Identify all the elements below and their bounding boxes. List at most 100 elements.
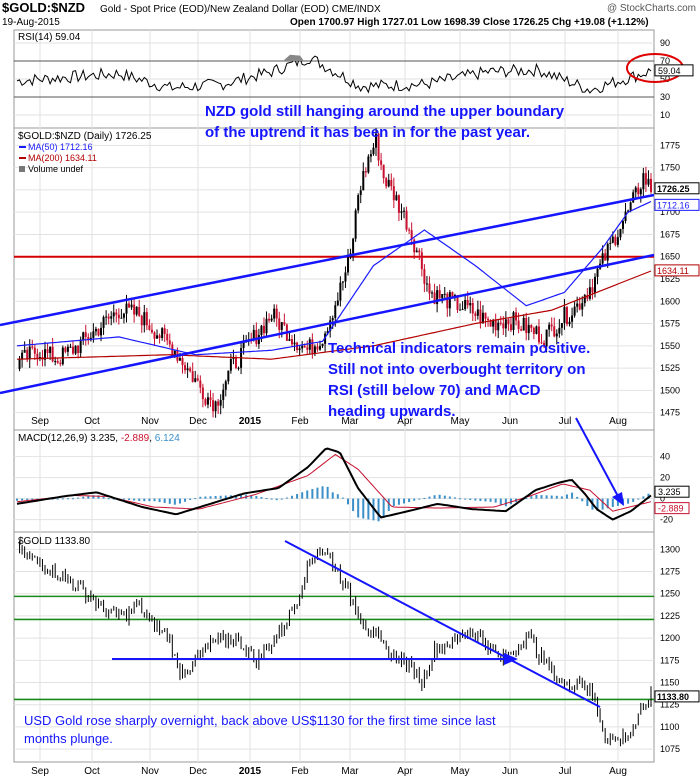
chart-date: 19-Aug-2015	[2, 17, 60, 28]
price-bar-body	[56, 360, 59, 363]
price-bar-body	[616, 237, 619, 245]
macd-histogram-bar	[61, 498, 64, 500]
macd-histogram-bar	[112, 498, 115, 500]
price-bar-body	[265, 318, 268, 334]
price-bar-body	[499, 322, 502, 324]
price-bar-body	[456, 295, 459, 310]
price-bar-body	[115, 312, 118, 315]
macd-histogram-bar	[586, 498, 589, 506]
price-bar-body	[540, 342, 543, 344]
price-value-tag	[654, 198, 700, 211]
macd-histogram-bar	[148, 498, 151, 502]
macd-histogram-bar	[438, 494, 441, 499]
month-label: May	[451, 766, 470, 777]
gold-tick-label: 1250	[660, 589, 680, 599]
price-bar-body	[469, 302, 472, 306]
price-bar-body	[532, 327, 535, 334]
macd-histogram-bar	[240, 494, 243, 499]
month-label: Jun	[502, 416, 518, 427]
price-bar-body	[334, 305, 337, 318]
price-bar-body	[614, 236, 617, 245]
price-bar-body	[148, 325, 151, 330]
macd-histogram-bar	[173, 498, 176, 505]
price-bar-body	[418, 250, 421, 253]
price-bar-body	[31, 346, 34, 348]
macd-histogram-bar	[565, 494, 568, 499]
price-tick-label: 1525	[660, 363, 680, 373]
price-bar-body	[158, 335, 161, 339]
price-bar-body	[280, 322, 283, 330]
price-bar-body	[222, 389, 225, 400]
annotation-gold-line2: months plunge.	[24, 731, 113, 746]
price-bar-body	[347, 257, 350, 273]
price-bar-body	[33, 347, 36, 354]
rsi-tick-label: 10	[660, 110, 670, 120]
macd-histogram-bar	[336, 494, 339, 499]
gold-tick-label: 1125	[660, 700, 679, 710]
gold-tick-label: 1100	[660, 722, 679, 732]
price-bar-body	[372, 147, 375, 155]
price-bar-body	[120, 317, 123, 319]
macd-histogram-bar	[382, 498, 385, 518]
macd-histogram-bar	[290, 495, 293, 499]
macd-histogram-bar	[576, 496, 579, 499]
price-bar-body	[476, 309, 479, 316]
macd-label: MACD(12,26,9) 3.235, -2.889, 6.124	[18, 433, 180, 444]
macd-histogram-bar	[301, 492, 304, 499]
price-bar-body	[507, 319, 510, 325]
price-bar-body	[568, 321, 571, 325]
price-bar-body	[270, 318, 273, 321]
price-bar-body	[161, 328, 164, 339]
price-bar-body	[459, 309, 462, 311]
price-bar-body	[380, 160, 383, 165]
macd-histogram-bar	[199, 496, 202, 499]
price-bar-body	[189, 368, 192, 372]
macd-tick-label: 20	[660, 473, 670, 483]
macd-histogram-bar	[392, 498, 395, 507]
macd-histogram-bar	[92, 495, 95, 499]
price-bar-body	[436, 290, 439, 305]
price-bar-body	[278, 318, 281, 330]
macd-histogram-bar	[616, 498, 619, 506]
gold-tick-label: 1275	[660, 567, 680, 577]
rsi-label: RSI(14) 59.04	[18, 32, 81, 43]
month-label: Mar	[341, 766, 359, 777]
month-label: Apr	[397, 416, 413, 427]
macd-histogram-bar	[280, 498, 283, 500]
price-bar-body	[92, 331, 95, 338]
price-bar-body	[290, 339, 293, 345]
price-bar-body	[634, 187, 637, 193]
macd-histogram-bar	[601, 498, 604, 510]
macd-histogram-bar	[448, 496, 451, 499]
price-bar-body	[64, 347, 67, 352]
price-bar-body	[403, 210, 406, 212]
macd-histogram-bar	[31, 498, 34, 500]
macd-histogram-bar	[474, 498, 477, 501]
price-bar-body	[74, 345, 77, 354]
gold-downtrend-line	[284, 540, 601, 708]
price-bar-body	[650, 178, 652, 192]
price-bar-body	[481, 312, 484, 324]
price-bar-body	[644, 173, 647, 185]
price-bar-body	[229, 359, 232, 371]
month-label: Sep	[31, 416, 49, 427]
price-bar-body	[112, 312, 115, 317]
price-bar-body	[512, 312, 515, 331]
price-bar-body	[621, 220, 624, 229]
price-tick-label: 1650	[660, 252, 680, 262]
price-bar-body	[464, 299, 467, 310]
price-bar-body	[324, 333, 327, 344]
price-bar-body	[217, 401, 220, 406]
price-bar-body	[184, 365, 187, 371]
price-bar-body	[479, 309, 482, 324]
macd-histogram-bar	[321, 486, 324, 499]
annotation-mid-line4: heading upwards.	[328, 403, 456, 420]
price-bar-body	[232, 357, 235, 360]
price-bar-body	[102, 317, 105, 328]
price-bar-body	[268, 318, 271, 321]
uptrend-lower-line	[0, 253, 655, 395]
annotation-top-line2: of the uptrend it has been in for the pa…	[205, 124, 530, 141]
price-bar-body	[611, 236, 614, 243]
gold-value-tag	[654, 690, 700, 703]
price-bar-body	[260, 325, 263, 336]
